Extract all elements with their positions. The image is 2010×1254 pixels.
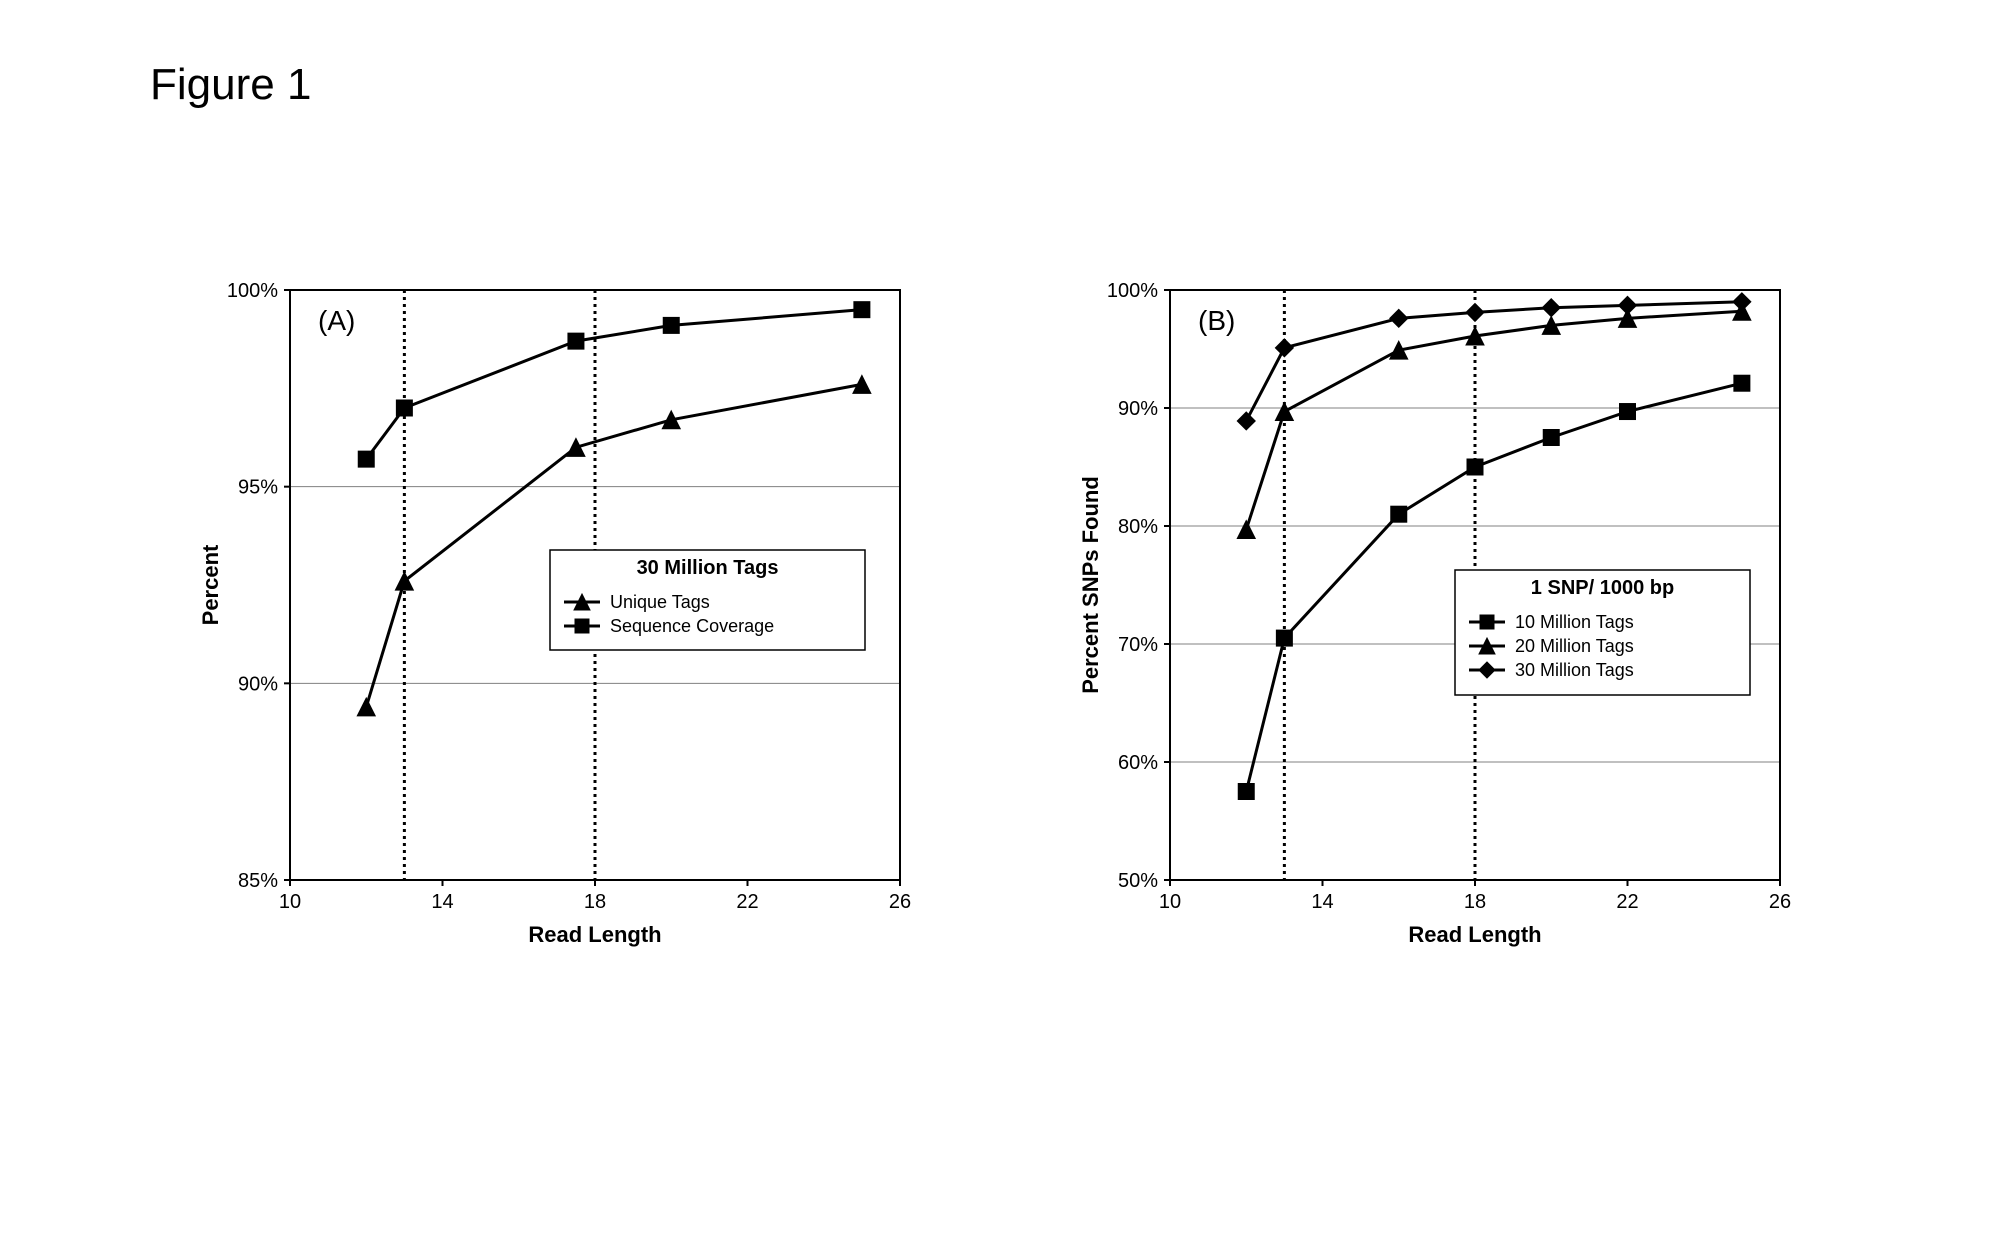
svg-text:10: 10 xyxy=(1159,891,1181,913)
svg-text:100%: 100% xyxy=(1107,280,1158,302)
svg-text:Read Length: Read Length xyxy=(1408,922,1541,947)
svg-text:95%: 95% xyxy=(238,477,278,499)
svg-text:Read Length: Read Length xyxy=(528,922,661,947)
svg-text:Sequence Coverage: Sequence Coverage xyxy=(610,616,774,636)
svg-text:90%: 90% xyxy=(238,673,278,695)
svg-text:Percent SNPs Found: Percent SNPs Found xyxy=(1078,476,1103,694)
svg-text:18: 18 xyxy=(584,891,606,913)
svg-text:60%: 60% xyxy=(1118,752,1158,774)
svg-text:26: 26 xyxy=(889,891,911,913)
chart-a: 85% 90% 95% 100% 10 14 18 22 26 Read Length Percen… xyxy=(180,270,960,990)
svg-text:(B): (B) xyxy=(1198,305,1235,336)
svg-text:100%: 100% xyxy=(227,280,278,302)
svg-text:Percent: Percent xyxy=(198,544,223,625)
svg-text:70%: 70% xyxy=(1118,634,1158,656)
svg-text:26: 26 xyxy=(1769,891,1791,913)
svg-text:30 Million Tags: 30 Million Tags xyxy=(1515,660,1634,680)
svg-text:22: 22 xyxy=(1616,891,1638,913)
svg-text:14: 14 xyxy=(431,891,453,913)
chart-b: 50% 60% 70% 80% 90% 100% 10 14 18 22 26 Read Length… xyxy=(1060,270,1840,990)
svg-text:(A): (A) xyxy=(318,305,355,336)
svg-text:20 Million Tags: 20 Million Tags xyxy=(1515,636,1634,656)
figure-title: Figure 1 xyxy=(150,60,311,110)
svg-text:30 Million Tags: 30 Million Tags xyxy=(637,557,779,579)
svg-text:14: 14 xyxy=(1311,891,1333,913)
svg-text:10: 10 xyxy=(279,891,301,913)
svg-text:90%: 90% xyxy=(1118,398,1158,420)
svg-text:50%: 50% xyxy=(1118,870,1158,892)
svg-text:85%: 85% xyxy=(238,870,278,892)
svg-text:80%: 80% xyxy=(1118,516,1158,538)
svg-text:22: 22 xyxy=(736,891,758,913)
svg-text:10 Million Tags: 10 Million Tags xyxy=(1515,612,1634,632)
svg-text:1 SNP/ 1000 bp: 1 SNP/ 1000 bp xyxy=(1531,577,1674,599)
svg-text:Unique Tags: Unique Tags xyxy=(610,592,710,612)
svg-text:18: 18 xyxy=(1464,891,1486,913)
